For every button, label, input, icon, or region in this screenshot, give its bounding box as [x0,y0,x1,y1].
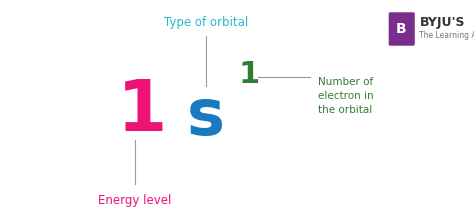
Text: s: s [187,86,225,148]
Text: Energy level: Energy level [99,194,172,207]
Text: Number of
electron in
the orbital: Number of electron in the orbital [318,77,373,115]
FancyBboxPatch shape [389,12,415,46]
Text: 1: 1 [238,60,259,89]
Text: 1: 1 [117,77,167,146]
Text: Type of orbital: Type of orbital [164,16,248,29]
Text: B: B [396,22,407,36]
Text: BYJU'S: BYJU'S [419,16,465,29]
Text: The Learning App: The Learning App [419,31,474,40]
